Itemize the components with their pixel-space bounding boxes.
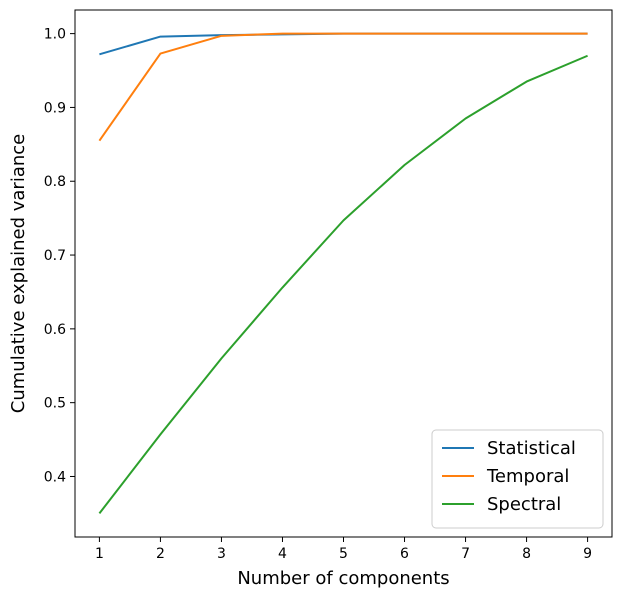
x-axis-label: Number of components (237, 568, 449, 589)
x-tick-label: 7 (461, 546, 470, 562)
series-line-temporal (98, 32, 588, 142)
y-axis: 0.4 0.5 0.6 0.7 0.8 0.9 1.0 (44, 27, 75, 485)
x-tick-label: 5 (339, 546, 348, 562)
legend-label: Statistical (487, 438, 576, 459)
x-axis: 1 2 3 4 5 6 7 8 9 (95, 537, 592, 562)
x-tick-label: 2 (156, 546, 165, 562)
x-tick-label: 8 (522, 546, 531, 562)
legend-item-statistical: Statistical (442, 438, 576, 459)
y-tick-label: 0.9 (44, 100, 66, 116)
y-tick-label: 0.4 (44, 469, 66, 485)
legend-label: Temporal (486, 466, 569, 487)
y-tick-label: 0.7 (44, 248, 66, 264)
legend-item-spectral: Spectral (442, 494, 561, 515)
x-tick-label: 1 (95, 546, 104, 562)
legend-label: Spectral (487, 494, 561, 515)
x-tick-label: 4 (278, 546, 287, 562)
legend: Statistical Temporal Spectral (431, 429, 604, 529)
legend-box (431, 429, 604, 529)
y-tick-label: 0.8 (44, 174, 66, 190)
y-tick-label: 1.0 (44, 27, 66, 43)
x-tick-label: 3 (217, 546, 226, 562)
y-tick-label: 0.6 (44, 322, 66, 338)
x-tick-label: 6 (400, 546, 409, 562)
series-layer (98, 32, 588, 514)
y-tick-label: 0.5 (44, 396, 66, 412)
legend-item-temporal: Temporal (442, 466, 569, 487)
x-tick-label: 9 (583, 546, 592, 562)
y-axis-label: Cumulative explained variance (8, 134, 29, 413)
series-line-spectral (98, 54, 588, 514)
